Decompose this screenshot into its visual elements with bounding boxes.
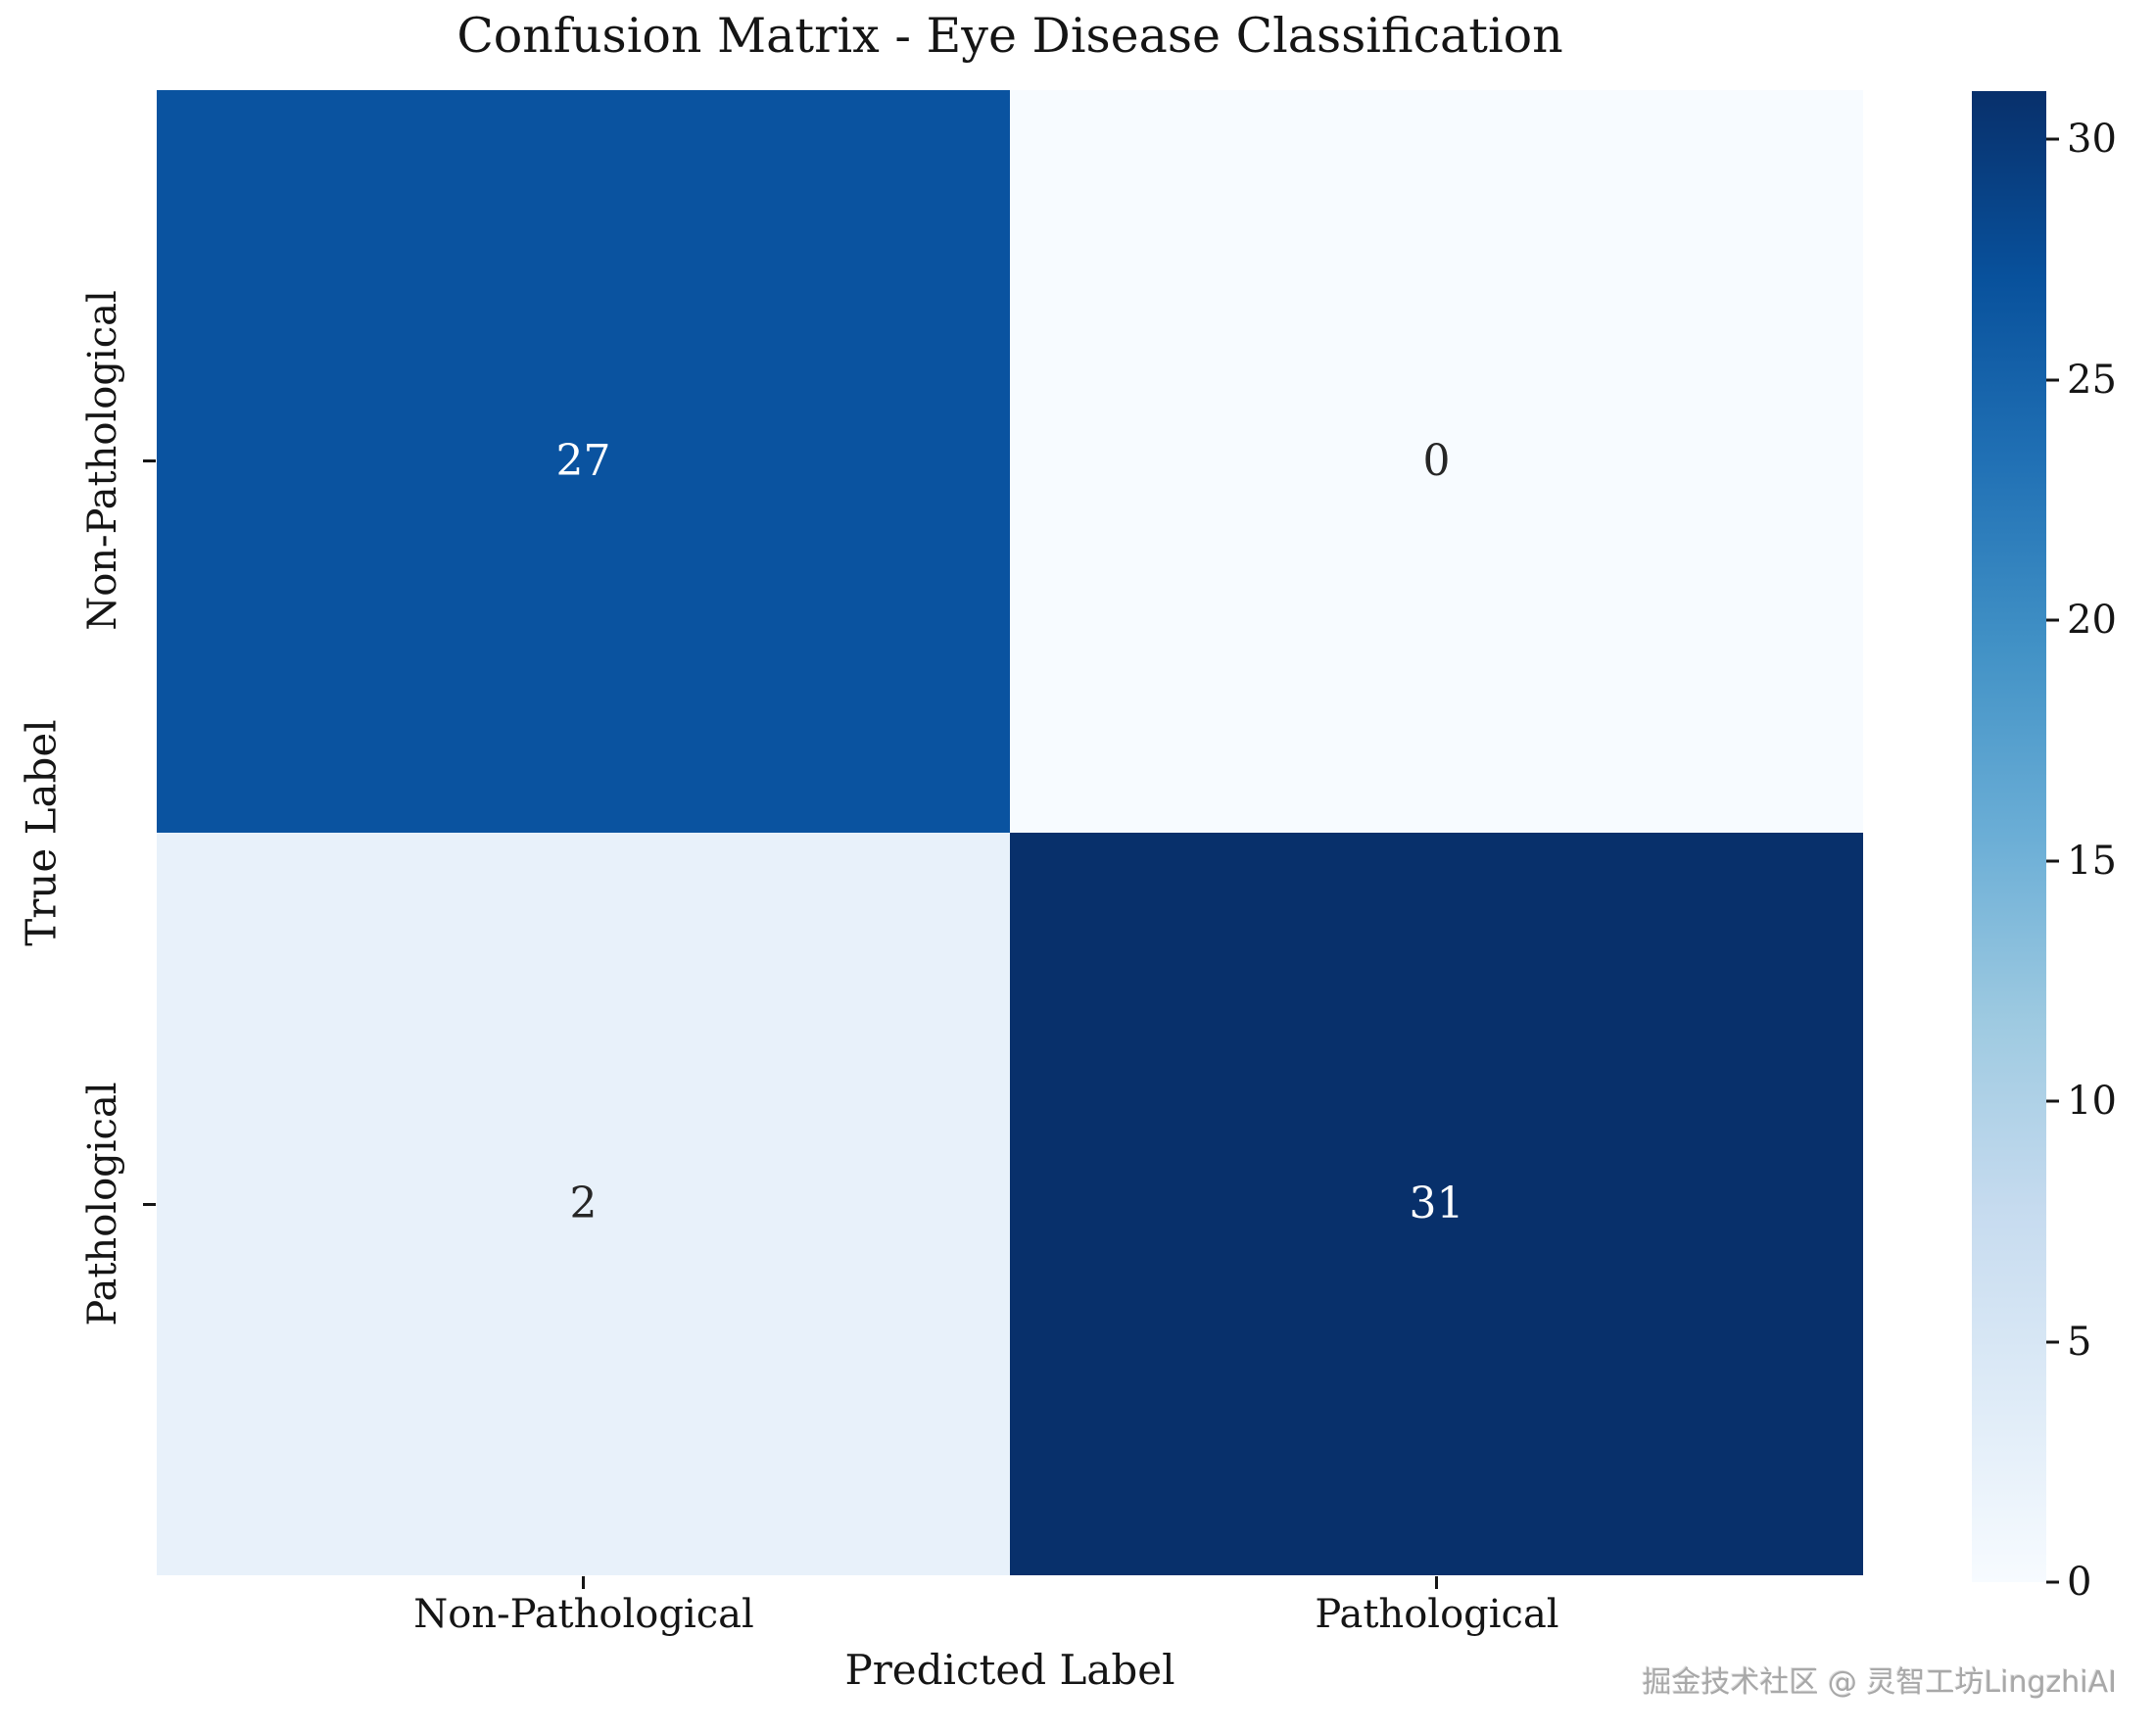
watermark-text: 掘金技术社区 @ 灵智工坊LingzhiAI bbox=[1642, 1665, 2117, 1700]
cell-value: 31 bbox=[1409, 1179, 1464, 1228]
x-tick-mark bbox=[582, 1576, 585, 1589]
heatmap-grid: 27 0 2 31 bbox=[157, 90, 1863, 1575]
heatmap-cell-true-path-pred-path: 31 bbox=[1010, 833, 1863, 1575]
cell-value: 2 bbox=[569, 1179, 598, 1228]
colorbar-tick-mark bbox=[2046, 859, 2059, 863]
x-tick-label-non-pathological: Non-Pathological bbox=[413, 1592, 754, 1637]
colorbar-tick-mark bbox=[2046, 378, 2059, 382]
heatmap-cell-true-nonpath-pred-nonpath: 27 bbox=[157, 90, 1010, 833]
cell-value: 27 bbox=[555, 436, 611, 486]
chart-title: Confusion Matrix - Eye Disease Classific… bbox=[456, 8, 1563, 64]
heatmap-cell-true-path-pred-nonpath: 2 bbox=[157, 833, 1010, 1575]
colorbar-tick-mark bbox=[2046, 1580, 2059, 1584]
colorbar-tick-mark bbox=[2046, 1340, 2059, 1344]
colorbar-tick-label-0: 0 bbox=[2067, 1560, 2092, 1605]
colorbar-tick-label-10: 10 bbox=[2067, 1079, 2117, 1124]
x-tick-mark bbox=[1435, 1576, 1438, 1589]
colorbar-tick-mark bbox=[2046, 137, 2059, 141]
colorbar-tick-label-5: 5 bbox=[2067, 1320, 2092, 1365]
y-tick-label-pathological: Pathological bbox=[80, 1082, 125, 1326]
cell-value: 0 bbox=[1422, 436, 1451, 486]
colorbar-tick-mark bbox=[2046, 618, 2059, 622]
y-tick-label-non-pathological: Non-Pathological bbox=[80, 290, 125, 631]
heatmap-cell-true-nonpath-pred-path: 0 bbox=[1010, 90, 1863, 833]
colorbar-tick-label-15: 15 bbox=[2067, 839, 2117, 884]
y-axis-title: True Label bbox=[17, 719, 66, 946]
colorbar-tick-label-20: 20 bbox=[2067, 598, 2117, 643]
y-tick-mark bbox=[143, 459, 156, 462]
x-tick-label-pathological: Pathological bbox=[1315, 1592, 1559, 1637]
colorbar-tick-label-30: 30 bbox=[2067, 117, 2117, 162]
colorbar bbox=[1972, 91, 2059, 1584]
x-axis-title: Predicted Label bbox=[844, 1646, 1175, 1694]
colorbar-tick-mark bbox=[2046, 1099, 2059, 1103]
colorbar-tick-label-25: 25 bbox=[2067, 358, 2117, 403]
y-tick-mark bbox=[143, 1203, 156, 1206]
